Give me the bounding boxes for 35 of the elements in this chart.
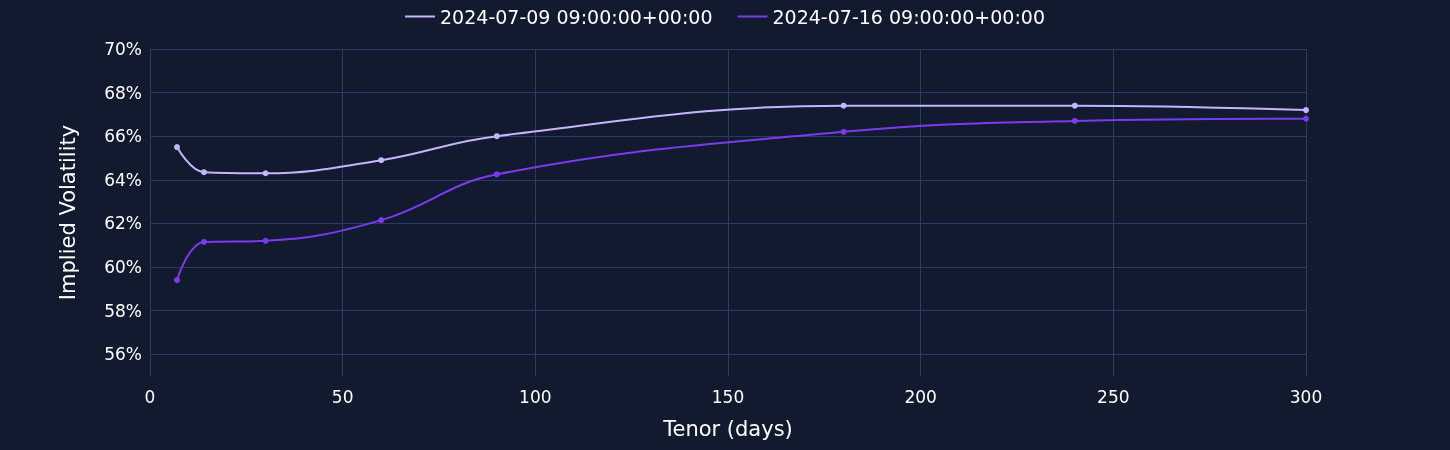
point: [840, 128, 847, 135]
x-tick-label: 250: [1097, 386, 1130, 407]
x-tick-label: 0: [144, 386, 156, 407]
point: [493, 171, 500, 178]
y-tick-label: 64%: [104, 169, 142, 190]
legend-label: 2024-07-09 09:00:00+00:00: [440, 5, 713, 28]
point: [1071, 102, 1078, 109]
y-tick-label: 58%: [104, 300, 142, 321]
point: [173, 277, 180, 284]
y-tick-label: 68%: [104, 82, 142, 103]
x-tick-label: 150: [711, 386, 745, 407]
point: [378, 217, 385, 224]
y-tick-label: 62%: [104, 213, 142, 234]
x-tick-label: 300: [1289, 386, 1323, 407]
x-tick-label: 50: [331, 386, 354, 407]
legend-label: 2024-07-16 09:00:00+00:00: [772, 5, 1045, 28]
y-tick-label: 70%: [104, 39, 142, 59]
x-tick-label: 200: [904, 386, 937, 407]
point: [493, 133, 500, 140]
point: [173, 144, 180, 151]
point: [1303, 115, 1309, 122]
point: [200, 238, 207, 245]
point: [840, 102, 847, 109]
y-tick-label: 66%: [104, 126, 142, 147]
point: [262, 170, 269, 177]
x-tick-label: 100: [519, 386, 552, 407]
point: [262, 237, 269, 244]
point: [1303, 107, 1309, 114]
x-axis-title: Tenor (days): [662, 416, 793, 441]
point: [200, 169, 207, 176]
point: [1071, 117, 1078, 124]
y-axis-title: Implied Volatility: [55, 124, 80, 301]
y-tick-label: 60%: [104, 257, 142, 277]
point: [378, 157, 385, 164]
y-tick-label: 56%: [104, 344, 142, 365]
